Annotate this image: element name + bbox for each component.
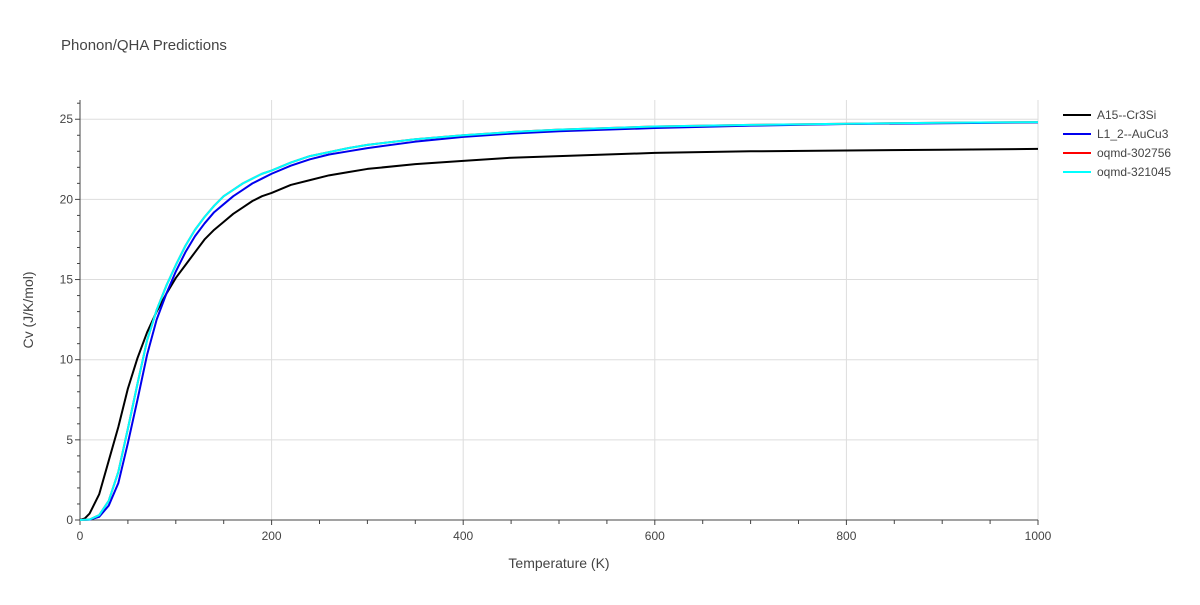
y-tick-label: 20 — [60, 192, 74, 206]
series-line-oqmd-321045 — [79, 121, 1039, 521]
y-tick-label: 0 — [66, 513, 73, 527]
y-tick-label: 5 — [66, 433, 73, 447]
x-tick-label: 200 — [262, 529, 282, 543]
grid-lines — [80, 100, 1039, 520]
x-tick-label: 600 — [645, 529, 665, 543]
x-tick-label: 800 — [836, 529, 856, 543]
legend-label: L1_2--AuCu3 — [1097, 127, 1169, 141]
y-tick-label: 25 — [60, 112, 74, 126]
series-line-L1_2--AuCu3 — [79, 121, 1039, 521]
legend-label: oqmd-302756 — [1097, 146, 1171, 160]
series-lines — [79, 121, 1039, 521]
axes — [75, 100, 1039, 525]
x-tick-label: 1000 — [1025, 529, 1052, 543]
series-line-A15--Cr3Si — [79, 147, 1039, 521]
x-axis-title: Temperature (K) — [508, 555, 609, 571]
y-tick-label: 15 — [60, 273, 74, 287]
x-tick-label: 400 — [453, 529, 473, 543]
legend-label: oqmd-321045 — [1097, 165, 1171, 179]
tick-labels: 0 200 400 600 800 1000 0 5 10 15 20 25 — [60, 112, 1052, 543]
y-axis-title: Cv (J/K/mol) — [20, 272, 36, 349]
y-tick-label: 10 — [60, 353, 74, 367]
x-tick-label: 0 — [77, 529, 84, 543]
legend-label: A15--Cr3Si — [1097, 108, 1156, 122]
legend: A15--Cr3Si L1_2--AuCu3 oqmd-302756 oqmd-321… — [1063, 108, 1171, 179]
chart-title: Phonon/QHA Predictions — [61, 37, 227, 54]
